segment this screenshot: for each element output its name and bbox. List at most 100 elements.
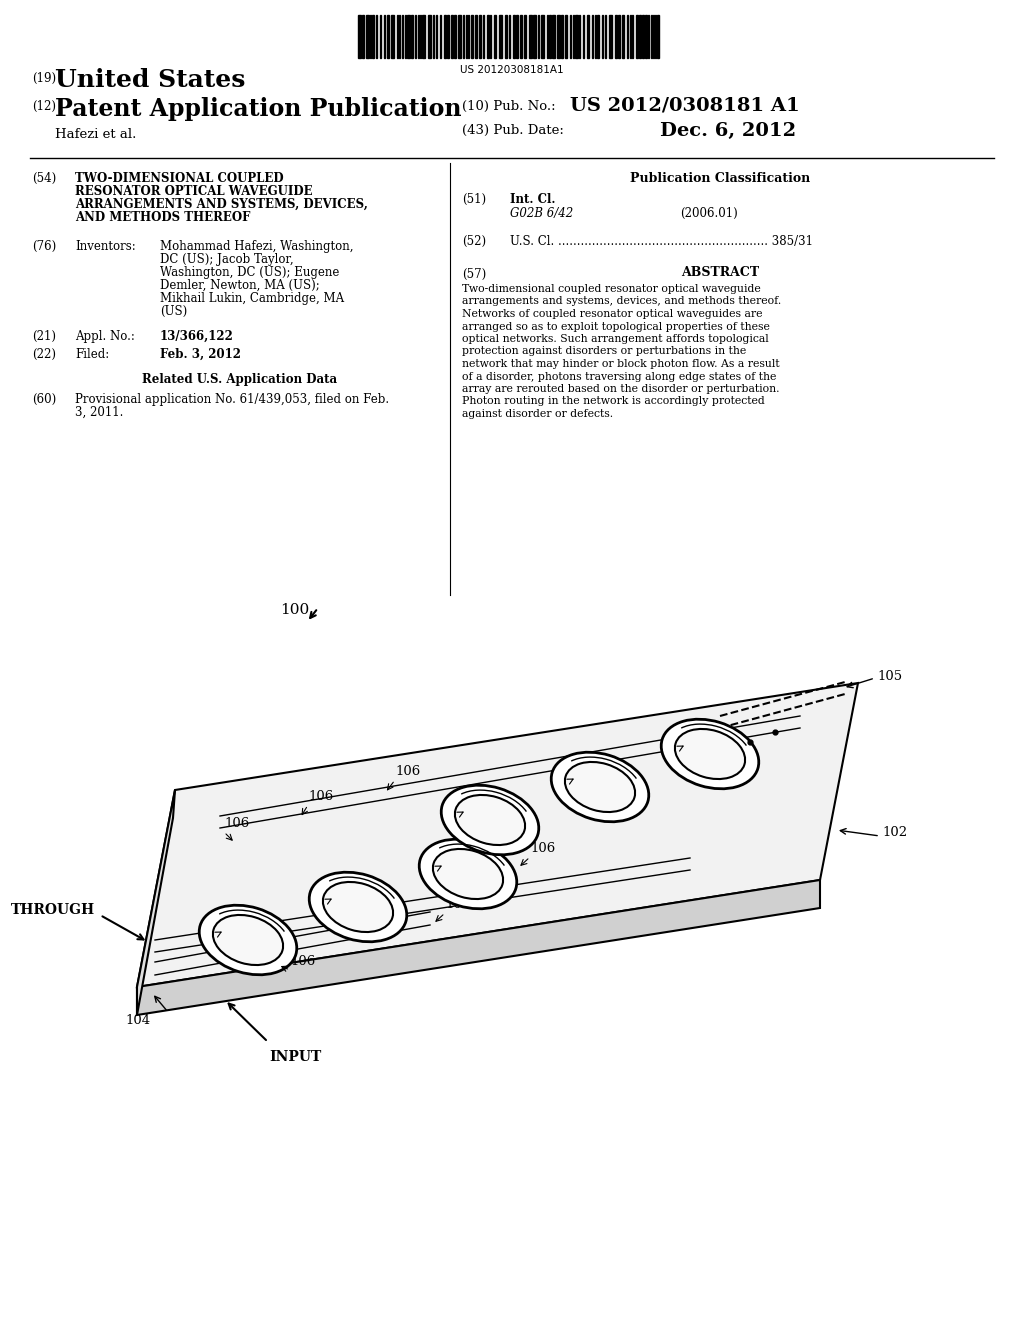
Bar (552, 15, 555, 58)
Text: Provisional application No. 61/439,053, filed on Feb.: Provisional application No. 61/439,053, … (75, 393, 389, 407)
Text: 106: 106 (290, 954, 315, 968)
Ellipse shape (323, 882, 393, 932)
Ellipse shape (551, 752, 649, 822)
Bar (487, 15, 489, 58)
Text: (60): (60) (32, 393, 56, 407)
Bar (645, 15, 647, 58)
Text: against disorder or defects.: against disorder or defects. (462, 409, 613, 418)
Text: US 20120308181A1: US 20120308181A1 (460, 65, 564, 75)
Polygon shape (137, 789, 175, 1015)
Bar (428, 15, 431, 58)
Bar (565, 15, 567, 58)
Text: (76): (76) (32, 240, 56, 253)
Text: U.S. Cl. ........................................................ 385/31: U.S. Cl. ...............................… (510, 235, 813, 248)
Bar (642, 15, 644, 58)
Bar (520, 15, 522, 58)
Text: Related U.S. Application Data: Related U.S. Application Data (142, 374, 338, 385)
Bar (541, 15, 544, 58)
Text: (43) Pub. Date:: (43) Pub. Date: (462, 124, 564, 137)
Text: Mikhail Lukin, Cambridge, MA: Mikhail Lukin, Cambridge, MA (160, 292, 344, 305)
Text: 106: 106 (308, 789, 333, 803)
Ellipse shape (662, 719, 759, 789)
Text: (10) Pub. No.:: (10) Pub. No.: (462, 100, 556, 114)
Text: Int. Cl.: Int. Cl. (510, 193, 555, 206)
Bar (529, 15, 532, 58)
Text: (US): (US) (160, 305, 187, 318)
Text: Patent Application Publication: Patent Application Publication (55, 96, 462, 121)
Text: Photon routing in the network is accordingly protected: Photon routing in the network is accordi… (462, 396, 765, 407)
Text: Mohammad Hafezi, Washington,: Mohammad Hafezi, Washington, (160, 240, 353, 253)
Bar (494, 15, 496, 58)
Ellipse shape (433, 849, 503, 899)
Text: Dec. 6, 2012: Dec. 6, 2012 (660, 121, 796, 140)
Text: G02B 6/42: G02B 6/42 (510, 207, 573, 220)
Bar (557, 15, 560, 58)
Text: (51): (51) (462, 193, 486, 206)
Text: protection against disorders or perturbations in the: protection against disorders or perturba… (462, 346, 746, 356)
Text: (54): (54) (32, 172, 56, 185)
Text: 102: 102 (882, 825, 907, 838)
Bar (609, 15, 612, 58)
Text: 13/366,122: 13/366,122 (160, 330, 233, 343)
Bar (575, 15, 578, 58)
Text: Demler, Newton, MA (US);: Demler, Newton, MA (US); (160, 279, 319, 292)
Bar (372, 15, 374, 58)
Text: ARRANGEMENTS AND SYSTEMS, DEVICES,: ARRANGEMENTS AND SYSTEMS, DEVICES, (75, 198, 368, 211)
Bar (411, 15, 413, 58)
Text: network that may hinder or block photon flow. As a result: network that may hinder or block photon … (462, 359, 779, 370)
Text: (21): (21) (32, 330, 56, 343)
Text: array are rerouted based on the disorder or perturbation.: array are rerouted based on the disorder… (462, 384, 779, 393)
Text: 3, 2011.: 3, 2011. (75, 407, 123, 418)
Text: (22): (22) (32, 348, 56, 360)
Bar (471, 15, 473, 58)
Text: arrangements and systems, devices, and methods thereof.: arrangements and systems, devices, and m… (462, 297, 781, 306)
Text: (52): (52) (462, 235, 486, 248)
Ellipse shape (309, 873, 407, 941)
Ellipse shape (213, 915, 283, 965)
Bar (451, 15, 453, 58)
Ellipse shape (419, 840, 517, 908)
Text: Publication Classification: Publication Classification (630, 172, 810, 185)
Text: 106: 106 (530, 842, 555, 855)
Bar (561, 15, 563, 58)
Bar (516, 15, 518, 58)
Bar (618, 15, 620, 58)
Text: (2006.01): (2006.01) (680, 207, 737, 220)
Text: Two-dimensional coupled resonator optical waveguide: Two-dimensional coupled resonator optica… (462, 284, 761, 294)
Bar (639, 15, 641, 58)
Text: Washington, DC (US); Eugene: Washington, DC (US); Eugene (160, 267, 339, 279)
Bar (479, 15, 481, 58)
Polygon shape (137, 880, 820, 1015)
Ellipse shape (675, 729, 745, 779)
Text: TWO-DIMENSIONAL COUPLED: TWO-DIMENSIONAL COUPLED (75, 172, 284, 185)
Text: INPUT: INPUT (269, 1049, 322, 1064)
Text: arranged so as to exploit topological properties of these: arranged so as to exploit topological pr… (462, 322, 770, 331)
Text: 106: 106 (445, 898, 470, 911)
Text: 106: 106 (395, 766, 420, 777)
Polygon shape (137, 682, 858, 987)
Text: United States: United States (55, 69, 246, 92)
Bar (524, 15, 526, 58)
Bar (499, 15, 502, 58)
Bar (447, 15, 449, 58)
Text: (57): (57) (462, 268, 486, 281)
Bar (391, 15, 394, 58)
Text: RESONATOR OPTICAL WAVEGUIDE: RESONATOR OPTICAL WAVEGUIDE (75, 185, 312, 198)
Bar (657, 15, 659, 58)
Text: 104: 104 (125, 1014, 151, 1027)
Text: (12): (12) (32, 100, 56, 114)
Bar (454, 15, 456, 58)
Ellipse shape (455, 795, 525, 845)
Text: (19): (19) (32, 73, 56, 84)
Text: of a disorder, photons traversing along edge states of the: of a disorder, photons traversing along … (462, 371, 776, 381)
Bar (587, 15, 589, 58)
Bar (407, 15, 410, 58)
Text: ABSTRACT: ABSTRACT (681, 267, 759, 279)
Bar (366, 15, 369, 58)
Ellipse shape (565, 762, 635, 812)
Bar (475, 15, 477, 58)
Bar (362, 15, 364, 58)
Text: THROUGH: THROUGH (11, 903, 95, 917)
Bar (387, 15, 389, 58)
Text: Appl. No.:: Appl. No.: (75, 330, 135, 343)
